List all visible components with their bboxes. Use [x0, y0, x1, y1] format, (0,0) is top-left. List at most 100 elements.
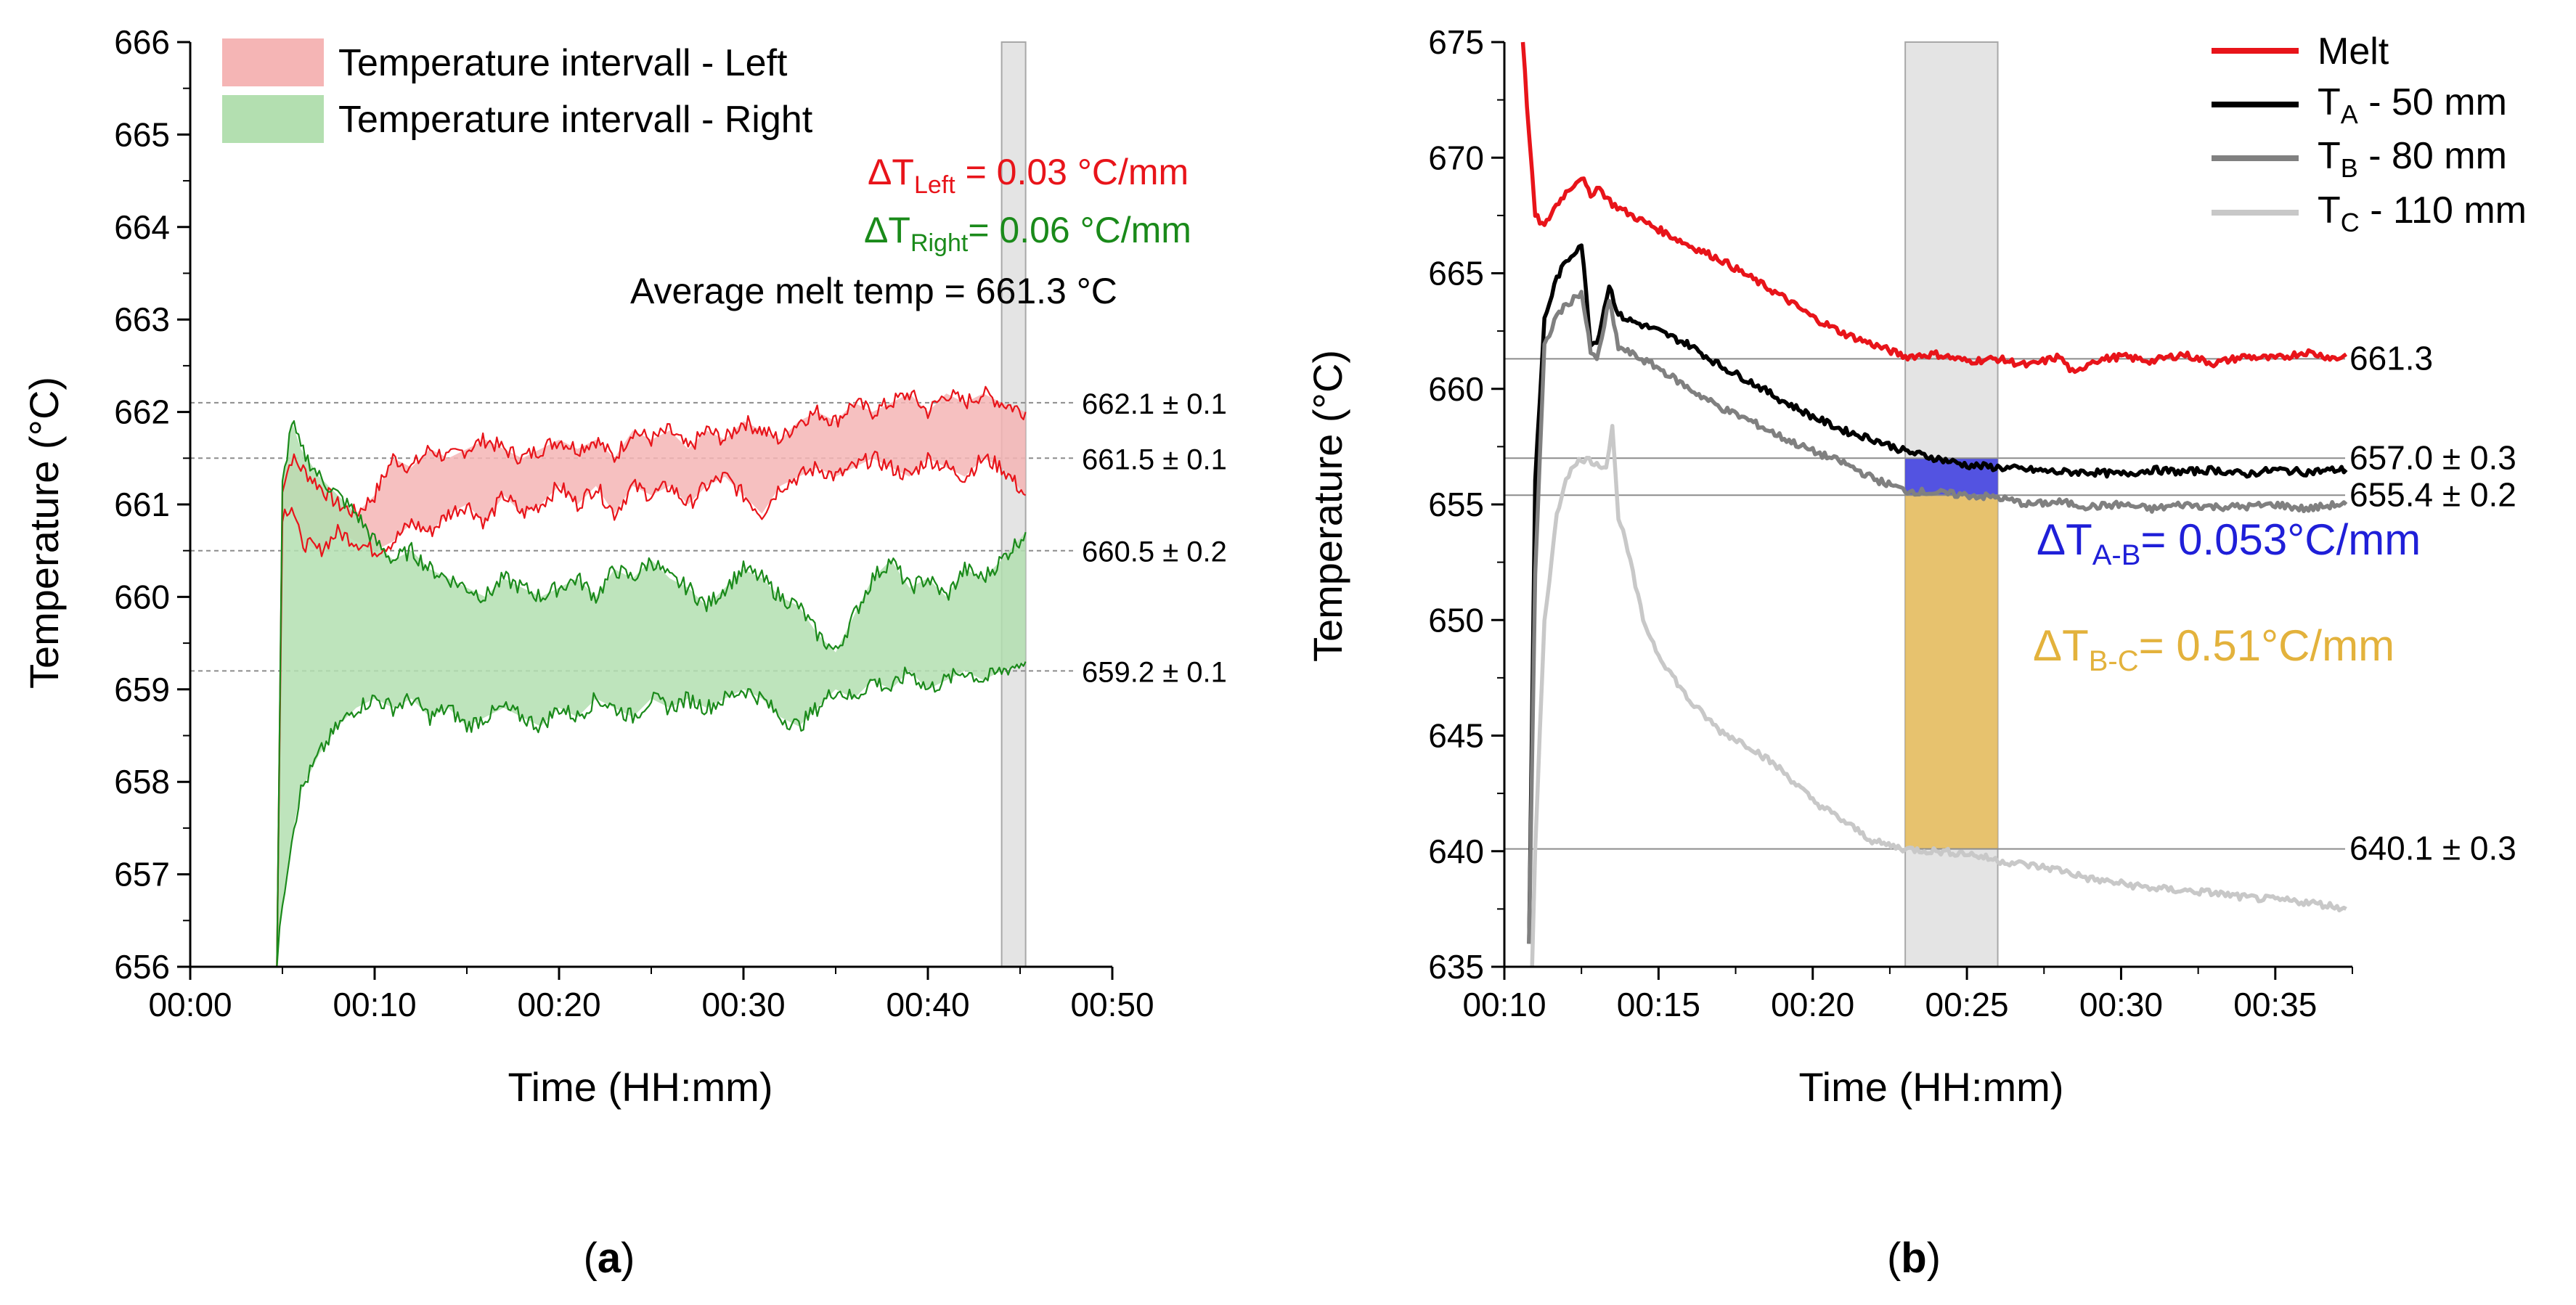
legend-tc-t: T [2318, 189, 2341, 232]
x-tick-label: 00:10 [1462, 986, 1546, 1023]
delta-right-prefix: ΔT [864, 210, 910, 250]
series-line-right-lower [276, 661, 1027, 968]
reference-label: 661.5 ± 0.1 [1082, 443, 1227, 475]
average-melt-annotation: Average melt temp = 661.3 °C [630, 271, 1117, 311]
x-tick-label: 00:15 [1617, 986, 1700, 1023]
x-tick-label: 00:30 [701, 986, 785, 1023]
legend-tb-t: T [2318, 135, 2341, 177]
delta-ab-prefix: ΔT [2037, 515, 2092, 564]
series-line-tc-110-mm [1530, 424, 2347, 968]
axes-b [1491, 41, 2353, 980]
y-tick-label: 645 [1428, 717, 1484, 755]
delta-left-value: = 0.03 °C/mm [955, 152, 1189, 192]
delta-right-sub: Right [910, 229, 969, 257]
y-tick-label: 657 [114, 856, 170, 893]
y-tick-label: 655 [1428, 486, 1484, 523]
y-tick-label: 666 [114, 23, 170, 61]
shaded-window-a [1000, 41, 1027, 968]
tick-labels-b: 635 640 645 650 655 660 665 670 675 00:10 00:15 00:… [1428, 23, 2317, 1023]
reference-label: 661.3 [2349, 339, 2433, 377]
delta-left-sub: Left [914, 171, 955, 199]
delta-ab-annotation: ΔTA-B= 0.053°C/mm [2037, 515, 2421, 571]
x-tick-label: 00:50 [1070, 986, 1154, 1023]
y-tick-label: 635 [1428, 948, 1484, 986]
y-tick-label: 670 [1428, 139, 1484, 176]
y-axis-label-a: Temperature (°C) [21, 377, 67, 689]
tick-labels-a: 656 657 658 659 660 661 662 663 664 665 666 00:00 00… [114, 23, 1154, 1023]
x-tick-label: 00:30 [2079, 986, 2163, 1023]
legend-a: Temperature intervall - Left Temperature… [222, 38, 813, 143]
left-interval-fill [277, 393, 1026, 967]
delta-bc-annotation: ΔTB-C= 0.51°C/mm [2033, 621, 2394, 677]
caption-a-letter: a [598, 1235, 621, 1282]
y-tick-label: 665 [114, 115, 170, 153]
series-lines-b [1520, 41, 2348, 968]
series-line-left-upper [276, 385, 1027, 968]
reference-label: 655.4 ± 0.2 [2349, 475, 2516, 513]
reference-label: 640.1 ± 0.3 [2349, 830, 2516, 867]
interval-fills-a [277, 393, 1026, 967]
legend-ta-sub: A [2341, 99, 2358, 129]
reference-lines-a: 662.1 ± 0.1 661.5 ± 0.1 660.5 ± 0.2 659.2 ±… [190, 388, 1227, 688]
reference-label: 657.0 ± 0.3 [2349, 438, 2516, 476]
legend-tc-suffix: - 110 mm [2360, 189, 2527, 232]
x-tick-label: 00:20 [517, 986, 600, 1023]
x-axis-label-a: Time (HH:mm) [508, 1064, 773, 1110]
y-tick-label: 640 [1428, 832, 1484, 870]
caption-b-letter: b [1901, 1235, 1926, 1282]
delta-right-annotation: ΔTRight= 0.06 °C/mm [864, 210, 1191, 257]
series-line-melt [1520, 41, 2348, 375]
delta-left-prefix: ΔT [868, 152, 914, 192]
legend-swatch-left [222, 38, 324, 86]
delta-bc-prefix: ΔT [2033, 621, 2089, 670]
y-tick-label: 664 [114, 208, 170, 246]
legend-label-tb: TB - 80 mm [2318, 135, 2507, 183]
caption-b: (b) [1887, 1235, 1941, 1282]
legend-ta-suffix: - 50 mm [2358, 81, 2507, 123]
y-tick-label: 658 [114, 763, 170, 801]
legend-label-melt: Melt [2318, 30, 2389, 73]
axes-a [177, 41, 1114, 980]
y-axis-label-b: Temperature (°C) [1305, 350, 1350, 662]
reference-label: 662.1 ± 0.1 [1082, 388, 1227, 420]
x-tick-label: 00:00 [148, 986, 232, 1023]
y-tick-label: 665 [1428, 255, 1484, 292]
delta-right-value: = 0.06 °C/mm [968, 210, 1191, 250]
legend-ta-t: T [2318, 81, 2341, 123]
x-tick-label: 00:25 [1925, 986, 2009, 1023]
series-line-ta-50-mm [1527, 243, 2348, 944]
legend-label-tc: TC - 110 mm [2318, 189, 2527, 237]
y-tick-label: 650 [1428, 601, 1484, 639]
legend-label-right: Temperature intervall - Right [338, 99, 813, 141]
delta-ab-sub: A-B [2092, 539, 2141, 571]
x-tick-label: 00:10 [333, 986, 416, 1023]
y-tick-label: 675 [1428, 23, 1484, 61]
y-tick-label: 660 [114, 578, 170, 615]
legend-tc-sub: C [2341, 208, 2360, 237]
legend-tb-sub: B [2341, 153, 2358, 183]
y-tick-label: 660 [1428, 370, 1484, 408]
series-line-tb-80-mm [1527, 290, 2348, 944]
delta-left-annotation: ΔTLeft = 0.03 °C/mm [868, 152, 1189, 199]
x-tick-label: 00:40 [886, 986, 969, 1023]
y-tick-label: 662 [114, 393, 170, 431]
y-tick-label: 656 [114, 948, 170, 986]
caption-a: (a) [584, 1235, 635, 1282]
delta-bc-value: = 0.51°C/mm [2139, 621, 2394, 670]
y-tick-label: 659 [114, 671, 170, 708]
legend-label-left: Temperature intervall - Left [338, 42, 788, 84]
y-tick-label: 663 [114, 300, 170, 338]
legend-tb-suffix: - 80 mm [2358, 135, 2507, 177]
right-interval-fill [277, 421, 1026, 967]
x-axis-label-b: Time (HH:mm) [1799, 1064, 2064, 1110]
chart-panel-a: 662.1 ± 0.1 661.5 ± 0.1 660.5 ± 0.2 659.2 ±… [21, 23, 1227, 1282]
delta-bc-sub: B-C [2089, 645, 2139, 677]
series-lines-a [276, 385, 1027, 968]
x-tick-label: 00:20 [1771, 986, 1854, 1023]
y-tick-label: 661 [114, 486, 170, 523]
series-line-left-lower [276, 450, 1027, 968]
reference-label: 660.5 ± 0.2 [1082, 536, 1227, 568]
x-tick-label: 00:35 [2233, 986, 2317, 1023]
